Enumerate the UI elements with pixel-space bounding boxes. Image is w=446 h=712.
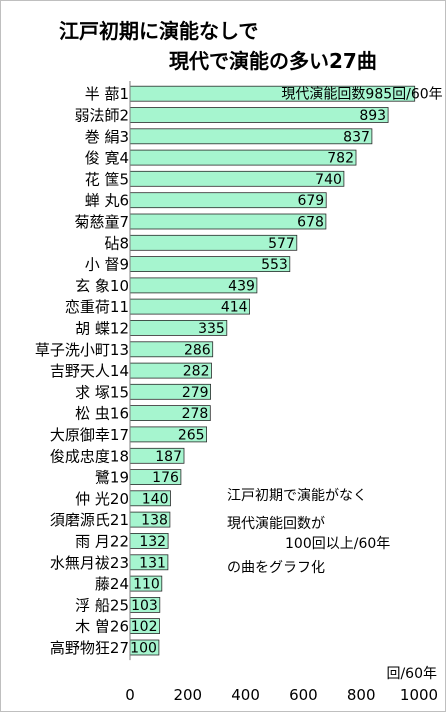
- x-tick-label: 200: [173, 686, 202, 704]
- x-axis-unit: 回/60年: [386, 666, 437, 682]
- bar-4: [129, 149, 357, 166]
- data-label: 837: [343, 129, 370, 145]
- chart-title-line1: 江戸初期に演能なしで: [59, 19, 259, 43]
- data-label: 335: [198, 321, 225, 337]
- data-label: 286: [184, 342, 211, 358]
- data-label: 187: [155, 449, 182, 465]
- data-label: 132: [139, 534, 166, 550]
- category-label: 水無月祓23: [50, 554, 129, 572]
- category-label: 鷺19: [95, 469, 129, 487]
- annotation-line2: 現代演能回数が: [227, 516, 325, 532]
- data-label: 553: [261, 257, 288, 273]
- data-label: 103: [131, 598, 158, 614]
- category-label: 草子洗小町13: [35, 341, 129, 359]
- x-tick-label: 400: [231, 686, 260, 704]
- category-label: 菊慈童7: [74, 213, 129, 231]
- chart-title-line2: 現代で演能の多い27曲: [169, 49, 377, 73]
- data-label: 278: [182, 406, 209, 422]
- category-label: 弱法師2: [74, 107, 129, 125]
- data-label: 577: [268, 236, 295, 252]
- data-label: 131: [139, 555, 166, 571]
- x-tick-label: 1000: [400, 686, 438, 704]
- data-label: 265: [178, 427, 205, 443]
- category-label: 仲 光20: [75, 490, 129, 508]
- category-label: 玄 象10: [75, 277, 129, 295]
- category-label: 俊成忠度18: [50, 447, 129, 465]
- category-label: 俊 寛4: [85, 149, 129, 167]
- data-label: 740: [315, 172, 342, 188]
- data-label: 279: [182, 385, 209, 401]
- data-label: 679: [297, 193, 324, 209]
- data-label: 678: [297, 215, 324, 231]
- data-label: 439: [228, 278, 255, 294]
- category-label: 雨 月22: [75, 532, 129, 550]
- category-label: 巻 絹3: [85, 128, 129, 146]
- bar-3: [129, 128, 373, 145]
- category-label: 松 虫16: [75, 405, 129, 423]
- data-label: 282: [183, 364, 210, 380]
- category-label: 砧8: [104, 234, 129, 252]
- data-label: 782: [327, 151, 354, 167]
- bar-2: [129, 107, 389, 123]
- category-label: 浮 船25: [75, 596, 129, 614]
- data-label: 893: [359, 108, 386, 124]
- data-label: 138: [141, 513, 168, 529]
- first-bar-data-label: 現代演能回数985回/60年: [281, 87, 442, 103]
- data-label: 176: [152, 470, 179, 486]
- category-label: 蝉 丸6: [85, 192, 129, 210]
- x-tick-label: 600: [289, 686, 318, 704]
- category-label: 須磨源氏21: [50, 511, 129, 529]
- category-label: 胡 蝶12: [75, 319, 129, 337]
- data-label: 414: [221, 300, 248, 316]
- category-label: 吉野天人14: [50, 362, 129, 380]
- category-label: 求 塚15: [75, 383, 129, 401]
- category-label: 大原御幸17: [50, 426, 129, 444]
- data-label: 102: [131, 619, 158, 635]
- annotation-line3: 100回以上/60年: [285, 536, 391, 552]
- data-label: 110: [133, 577, 160, 593]
- category-label: 花 筺5: [85, 170, 129, 188]
- annotation-line4: の曲をグラフ化: [227, 560, 325, 576]
- data-label: 100: [130, 641, 157, 657]
- annotation-line1: 江戸初期で演能がなく: [227, 488, 367, 504]
- category-label: 木 曽26: [75, 618, 129, 636]
- category-label: 恋重荷11: [65, 298, 129, 316]
- category-label: 小 督9: [85, 256, 129, 274]
- category-label: 高野物狂27: [50, 639, 129, 657]
- x-tick-label: 0: [125, 686, 135, 704]
- x-tick-label: 800: [347, 686, 376, 704]
- bar-5: [129, 170, 345, 187]
- data-label: 140: [142, 491, 169, 507]
- category-label: 藤24: [95, 575, 129, 593]
- category-label: 半 蔀1: [85, 85, 129, 103]
